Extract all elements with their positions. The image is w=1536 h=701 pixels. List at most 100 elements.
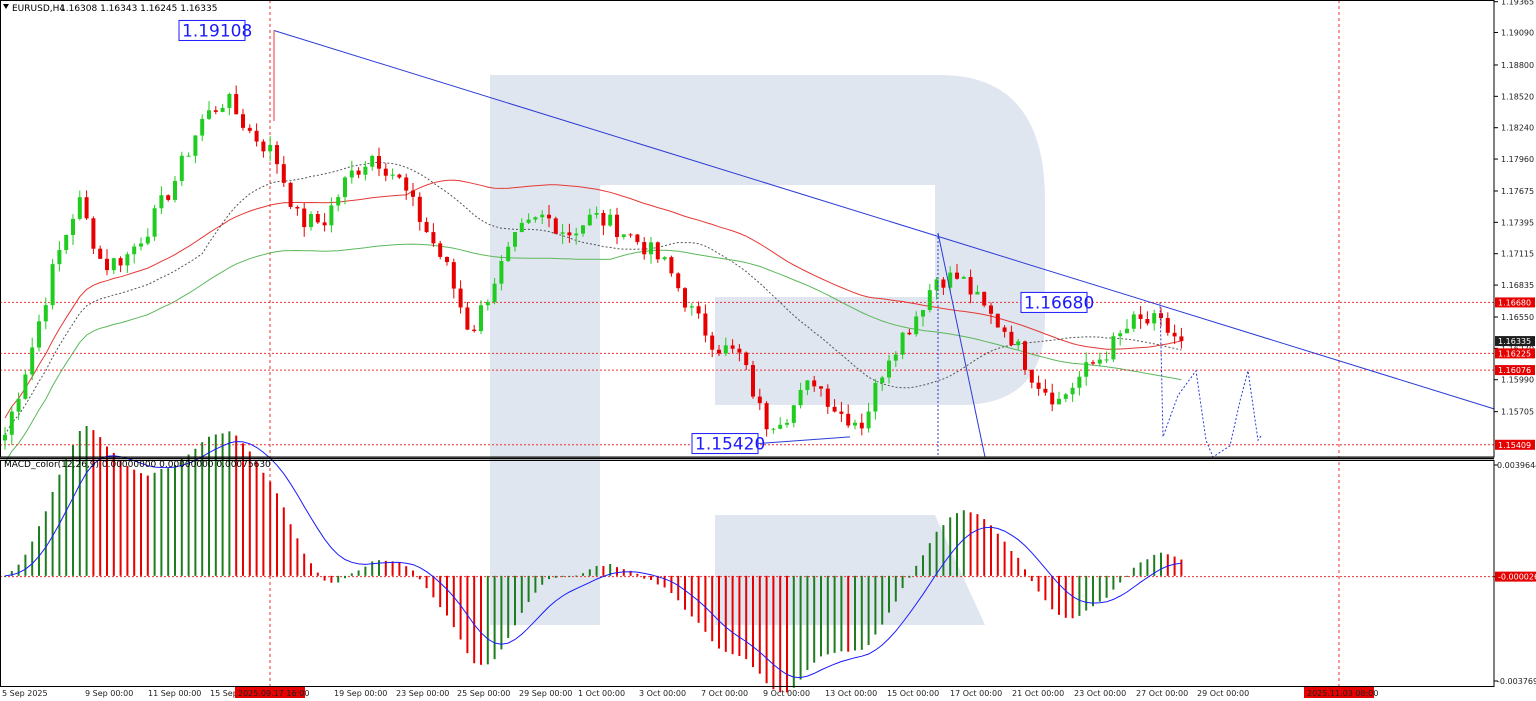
- trendline-drop: [937, 232, 986, 458]
- macd-bar: [248, 451, 251, 576]
- macd-bar: [425, 575, 428, 589]
- candle: [710, 331, 715, 358]
- candle-body: [880, 377, 885, 383]
- price-tick-label: 1.15990: [1501, 376, 1534, 385]
- candle: [778, 417, 783, 430]
- macd-bar: [1051, 575, 1054, 610]
- candle: [275, 141, 279, 174]
- candle-body: [669, 257, 674, 274]
- macd-bar: [554, 575, 557, 578]
- macd-bar: [867, 575, 870, 646]
- macd-bar: [622, 569, 625, 576]
- macd-bar: [956, 513, 958, 576]
- candle: [689, 303, 694, 316]
- candle-body: [900, 332, 905, 355]
- candle-body: [247, 127, 252, 131]
- candle-body: [98, 248, 103, 259]
- candle: [356, 167, 361, 179]
- candle: [173, 176, 177, 203]
- candle: [615, 207, 619, 245]
- menu-chevron-icon[interactable]: [3, 4, 9, 9]
- macd-bar: [24, 554, 27, 576]
- macd-tag-box: [1495, 571, 1536, 582]
- candle: [635, 233, 640, 245]
- candle-body: [662, 257, 667, 260]
- macd-bar: [799, 575, 802, 680]
- candle-body: [791, 405, 796, 423]
- candle-body: [526, 219, 531, 223]
- candle: [1131, 311, 1136, 332]
- candle: [717, 345, 721, 356]
- price-tag-label: 1.16076: [1498, 366, 1531, 375]
- candle: [50, 259, 55, 310]
- macd-bar: [242, 443, 244, 576]
- candle: [84, 190, 89, 221]
- candle-body: [961, 277, 966, 279]
- candle-body: [873, 382, 878, 412]
- candle: [152, 204, 157, 241]
- candle: [227, 92, 232, 116]
- candle-body: [220, 107, 225, 112]
- candle: [791, 405, 796, 428]
- candle: [30, 337, 35, 381]
- candle-body: [955, 272, 959, 279]
- candle: [71, 214, 75, 245]
- candle-body: [1070, 387, 1075, 395]
- candle-body: [934, 279, 939, 291]
- candle: [281, 156, 286, 188]
- macd-bar: [412, 570, 414, 576]
- macd-bar: [378, 560, 380, 576]
- candle-body: [628, 234, 633, 236]
- macd-bar: [1180, 559, 1183, 576]
- candle-body: [601, 212, 606, 226]
- candle-body: [621, 234, 626, 237]
- candle-body: [37, 321, 41, 348]
- candle: [519, 218, 524, 233]
- moving-average-red: [4, 179, 1182, 419]
- macd-bar: [663, 575, 666, 588]
- candle: [200, 114, 205, 142]
- macd-bar: [1119, 575, 1122, 583]
- candle-body: [798, 389, 803, 406]
- candle: [363, 161, 368, 181]
- candle: [995, 313, 1000, 328]
- macd-bar: [1030, 575, 1033, 582]
- candle: [145, 228, 150, 246]
- macd-bar: [133, 469, 136, 576]
- macd-bar: [480, 575, 482, 665]
- macd-bar: [146, 475, 149, 576]
- macd-tick-label: 0.0039644: [1497, 461, 1536, 470]
- callout-label: 1.19108: [182, 21, 252, 41]
- time-label: 11 Sep 00:00: [148, 689, 201, 698]
- candle: [921, 309, 925, 327]
- macd-bar: [180, 458, 183, 576]
- time-label: 19 Sep 00:00: [334, 689, 387, 698]
- macd-bar: [969, 512, 972, 576]
- macd-bar: [99, 437, 102, 576]
- macd-bar: [704, 575, 707, 632]
- price-tick-label: 1.17395: [1501, 218, 1534, 227]
- candle: [207, 101, 211, 120]
- candle-body: [683, 288, 687, 308]
- candle-body: [689, 306, 694, 308]
- candle-body: [1159, 313, 1163, 318]
- candle: [336, 194, 341, 212]
- macd-bar: [187, 454, 190, 576]
- macd-bar: [996, 533, 999, 576]
- candle: [3, 426, 7, 450]
- candle: [1125, 319, 1129, 334]
- macd-bar: [677, 575, 680, 601]
- candle-body: [1043, 388, 1048, 393]
- candle-body: [397, 174, 402, 178]
- candle-body: [819, 386, 823, 389]
- candle-body: [887, 360, 891, 378]
- macd-bar: [609, 563, 612, 576]
- candle-body: [118, 258, 123, 266]
- candle-body: [1009, 331, 1014, 346]
- candle: [900, 331, 905, 360]
- candle: [383, 163, 388, 182]
- candle: [1084, 352, 1089, 386]
- candle: [499, 255, 504, 291]
- candle: [1057, 391, 1061, 405]
